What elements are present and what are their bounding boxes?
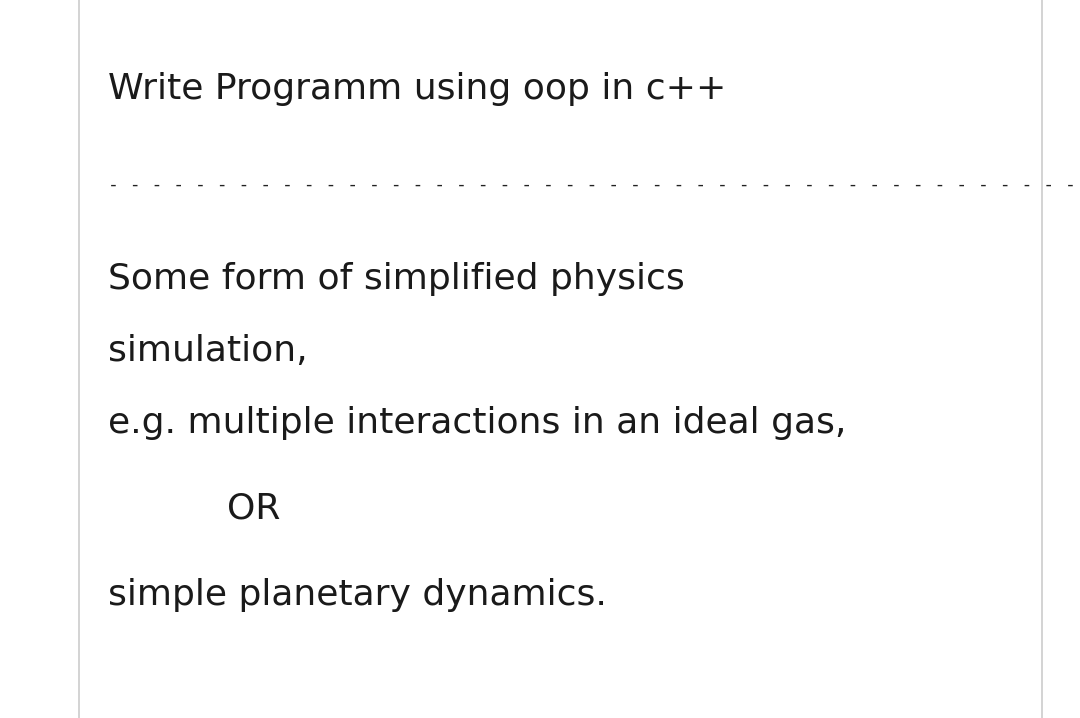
Text: e.g. multiple interactions in an ideal gas,: e.g. multiple interactions in an ideal g… [108,406,847,439]
Text: - - - - - - - - - - - - - - - - - - - - - - - - - - - - - - - - - - - - - - - - : - - - - - - - - - - - - - - - - - - - - … [108,176,1080,194]
Text: simple planetary dynamics.: simple planetary dynamics. [108,578,607,612]
Text: OR: OR [227,492,280,526]
Text: Write Programm using oop in c++: Write Programm using oop in c++ [108,72,727,106]
Text: Some form of simplified physics: Some form of simplified physics [108,262,685,296]
Text: simulation,: simulation, [108,334,308,368]
